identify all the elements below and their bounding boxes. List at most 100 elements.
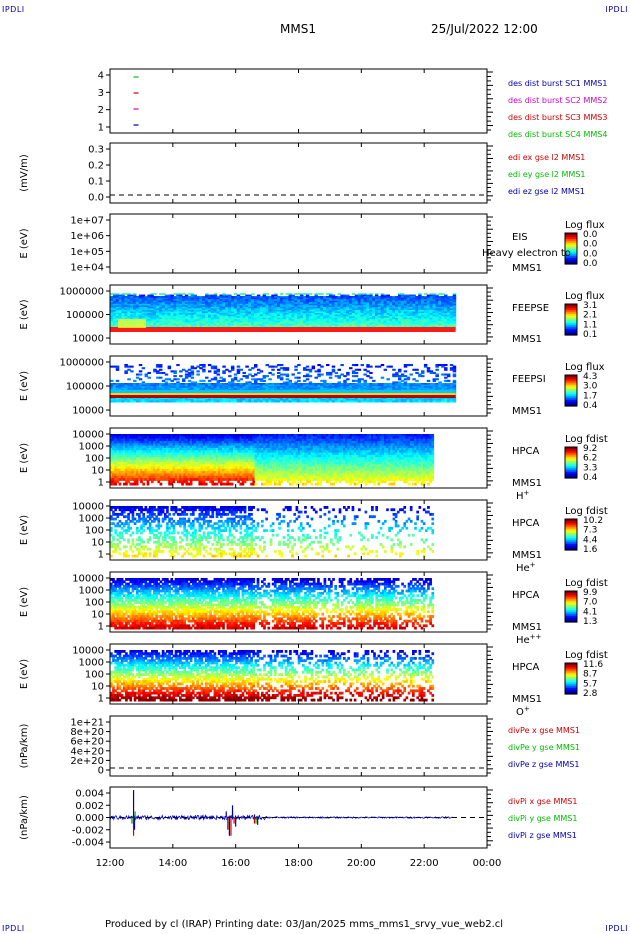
panel-feepse-cell [141, 294, 146, 297]
panel-feepse-cell [279, 323, 284, 326]
panel-feepsi-cell [285, 368, 290, 371]
panel-feepse-cell [245, 306, 249, 309]
panel-feepse-cell [230, 311, 235, 314]
panel-feepse-cell [147, 297, 151, 300]
panel-feepse-cell [256, 308, 261, 311]
panel-feepse-cell [133, 302, 137, 305]
panel-feepse-cell [265, 306, 269, 309]
panel-feepse-cell [110, 300, 114, 303]
panel-feepse-cell [181, 306, 186, 309]
panel-feepsi-cell [202, 370, 206, 373]
panel-feepse-cell [236, 300, 241, 303]
panel-feepse-cell [193, 302, 197, 305]
panel-feepse-cell [256, 319, 261, 322]
panel-feepse-cell [153, 302, 157, 305]
panel-feepse-cell [187, 311, 192, 314]
panel-feepsi-cell [444, 364, 448, 367]
panel-feepse-cell [164, 296, 169, 299]
panel-feepse-cell [127, 311, 131, 314]
panel-feepse-cell [253, 309, 258, 312]
panel-feepse-cell [112, 319, 117, 322]
panel-feepse-cell [219, 323, 223, 326]
panel-feepse-cell [199, 314, 203, 317]
panel-feepsi-cell [158, 376, 163, 379]
panel-feepse-cell [164, 294, 169, 297]
panel-feepse-cell [196, 302, 200, 305]
panel-feepse-cell [225, 306, 229, 309]
panel-feepse-cell [205, 323, 209, 326]
panel-feepse-cell [196, 319, 200, 322]
panel-feepse-cell [115, 302, 120, 305]
panel-feepsi-cell [389, 365, 393, 368]
panel-feepse-cell [225, 303, 229, 306]
panel-feepse-cell [277, 309, 281, 312]
panel-feepse-cell [196, 305, 200, 308]
panel-feepse-cell [205, 317, 209, 320]
panel-feepse-cell [213, 294, 218, 297]
panel-feepsi-cell [406, 378, 411, 381]
panel-feepse-cell [279, 309, 284, 312]
panel-feepse-cell [196, 320, 200, 323]
panel-feepsi-cell [279, 378, 284, 381]
panel-feepse-cell [121, 314, 125, 317]
panel-feepsi-cell [452, 375, 457, 378]
panel-feepse-cell [274, 311, 278, 314]
panel-feepse-cell [308, 293, 313, 296]
panel-feepse-cell [199, 319, 203, 322]
panel-feepse-cell [144, 296, 149, 299]
panel-feepse-cell [150, 325, 154, 328]
panel-feepsi-cell [110, 379, 114, 382]
panel-feepse-cell [279, 293, 284, 296]
panel-feepsi-cell [415, 368, 419, 371]
panel-feepse-cell [253, 319, 258, 322]
panel-feepsi-cell [291, 373, 295, 376]
panel-feepsi-cell [205, 376, 209, 379]
panel-feepse-cell [173, 308, 177, 311]
panel-feepse-cell [222, 317, 226, 320]
panel-feepsi-cell [245, 376, 249, 379]
panel-feepse-cell [138, 317, 143, 320]
panel-feepse-cell [133, 311, 137, 314]
panel-feepse-cell [233, 296, 238, 299]
panel-feepse-cell [158, 316, 163, 319]
panel-feepse-cell [110, 313, 114, 316]
panel-feepse-cell [153, 306, 157, 309]
panel-feepse-cell [150, 302, 154, 305]
panel-feepse-cell [167, 296, 172, 299]
panel-feepse-cell [135, 306, 140, 309]
panel-feepse-cell [179, 297, 183, 300]
panel-feepse-cell [170, 299, 174, 302]
panel-feepsi-cell [346, 373, 350, 376]
panel-feepse-cell [179, 308, 183, 311]
panel-feepsi-cell [294, 368, 298, 371]
panel-feepse-cell [265, 305, 269, 308]
panel-feepse-cell [138, 306, 143, 309]
panel-feepse-cell [207, 308, 212, 311]
panel-feepse-cell [176, 325, 180, 328]
panel-feepse-cell [239, 300, 244, 303]
panel-feepse-cell [153, 314, 157, 317]
panel-feepse-cell [121, 293, 125, 296]
panel-feepse-cell [213, 297, 218, 300]
panel-feepse-cell [248, 299, 252, 302]
panel-feepse-cell [170, 314, 174, 317]
panel-feepse-cell [213, 316, 218, 319]
panel-feepse-cell [262, 294, 267, 297]
panel-feepse-cell [161, 296, 166, 299]
panel-feepse-cell [268, 309, 272, 312]
panel-feepse-cell [274, 323, 278, 326]
panel-feepse-cell [144, 323, 149, 326]
panel-feepse-cell [184, 325, 189, 328]
panel-feepse-cell [274, 293, 278, 296]
panel-feepse-cell [196, 316, 200, 319]
panel-feepsi-cell [349, 367, 353, 370]
panel-feepse-cell [147, 308, 151, 311]
panel-feepse-cell [153, 297, 157, 300]
panel-feepse-cell [179, 302, 183, 305]
panel-feepse-cell [274, 308, 278, 311]
panel-feepse-cell [222, 322, 226, 325]
panel-feepse-cell [184, 294, 189, 297]
panel-feepse-cell [176, 300, 180, 303]
panel-feepsi-cell [173, 375, 177, 378]
panel-feepse-cell [181, 316, 186, 319]
